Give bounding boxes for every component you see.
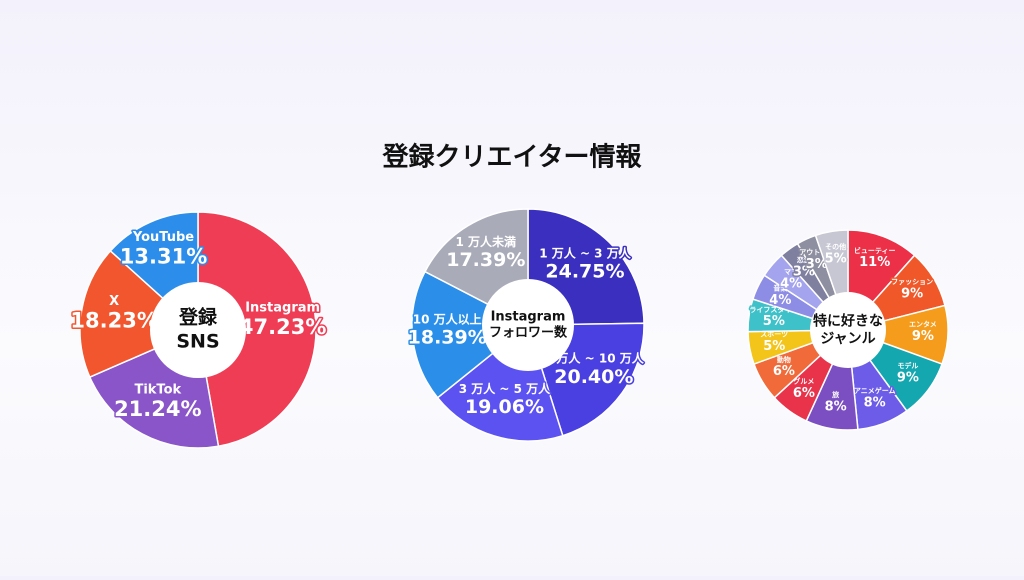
segment-value: 18.39% [408,326,487,348]
segment-label: 1 万人未満 [456,234,517,249]
segment-label: YouTube [132,230,194,245]
segment-value: 11% [859,255,890,270]
segment-label: 10 万人以上 [413,311,482,326]
segment-label: 3 万人 ~ 5 万人 [459,381,551,396]
center-label: 特に好きな [813,312,883,329]
segment-label: アウトドア [799,248,834,257]
segment-value: 5% [825,251,847,266]
segment-label: ママ [784,268,798,276]
donut-segment [197,211,317,448]
donut-hole [150,282,246,378]
segment-value: 47.23% [239,315,326,339]
segment-label: Instagram [245,300,320,315]
segment-label: ファッション [891,278,933,286]
segment-value: 20.40% [554,366,633,388]
segment-label: グルメ [793,377,814,386]
segment-value: 13.31% [120,245,207,269]
segment-value: 4% [780,276,802,291]
segment-value: 4% [769,293,791,308]
segment-value: 5% [763,314,785,329]
segment-label: ビューティー [854,246,896,255]
segment-value: 3% [806,257,828,272]
center-label: フォロワー数 [489,325,568,341]
segment-value: 18.23% [70,309,157,333]
donut-hole [482,279,574,371]
donut-segment [411,270,530,399]
segment-label: モデル [897,361,918,370]
segment-value: 9% [901,286,923,301]
segment-value: 9% [912,329,934,344]
center-label: ジャンル [820,331,875,347]
segment-label: 1 万人 ~ 3 万人 [539,245,631,260]
segment-value: 8% [825,399,847,414]
segment-label: 5 万人 ~ 10 万人 [544,351,645,366]
donut-segment [79,249,200,379]
segment-value: 9% [897,370,919,385]
segment-value: 5% [763,339,785,354]
segment-label: 動物 [777,355,791,364]
segment-value: 8% [864,395,886,410]
donut-hole [810,292,886,368]
segment-value: 17.39% [446,249,525,271]
segment-label: エンタメ [909,320,937,329]
segment-label: X [109,294,119,309]
segment-value: 19.06% [465,396,544,418]
segment-value: 21.24% [114,397,201,421]
page-title: 登録クリエイター情報 [382,142,643,173]
center-label: Instagram [491,309,566,324]
center-label: 登録 [178,306,218,329]
segment-value: 6% [773,364,795,379]
segment-value: 24.75% [545,260,624,282]
center-label: SNS [176,330,219,352]
segment-label: アニメゲーム [854,386,896,395]
segment-label: その他 [825,242,846,251]
segment-label: TikTok [134,383,181,398]
segment-value: 3% [793,265,815,280]
segment-value: 6% [793,386,815,401]
segment-label: 旅 [831,390,839,399]
